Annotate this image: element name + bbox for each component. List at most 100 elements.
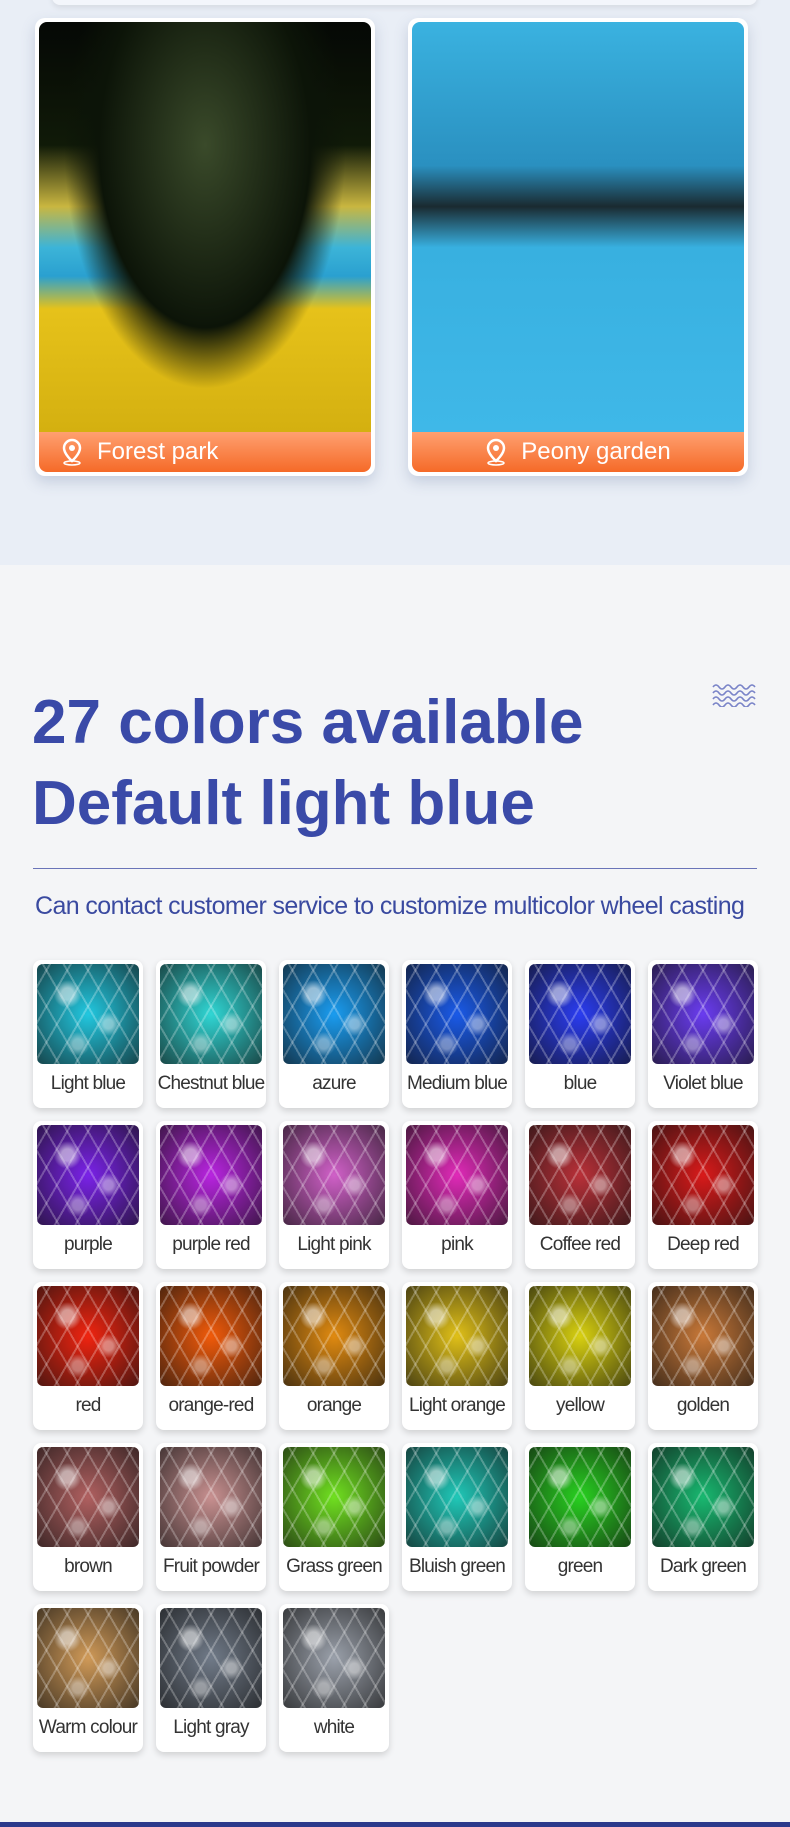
color-label: purple red [172, 1234, 250, 1255]
color-swatch [652, 1447, 754, 1547]
color-label: pink [441, 1234, 473, 1255]
color-option[interactable]: Chestnut blue [156, 960, 266, 1108]
color-option[interactable]: purple red [156, 1121, 266, 1269]
color-option[interactable]: Fruit powder [156, 1443, 266, 1591]
color-option[interactable]: Deep red [648, 1121, 758, 1269]
color-option[interactable]: golden [648, 1282, 758, 1430]
color-option[interactable]: Violet blue [648, 960, 758, 1108]
color-swatch [37, 1608, 139, 1708]
color-label: Fruit powder [163, 1556, 260, 1577]
color-option[interactable]: brown [33, 1443, 143, 1591]
color-label: azure [312, 1073, 356, 1094]
color-option[interactable]: Light pink [279, 1121, 389, 1269]
color-option[interactable]: green [525, 1443, 635, 1591]
location-pin-icon [487, 438, 506, 466]
color-option[interactable]: Light blue [33, 960, 143, 1108]
color-label: green [557, 1556, 603, 1577]
location-name: Peony garden [521, 438, 671, 465]
wave-icon [712, 684, 756, 707]
section-title-line2: Default light blue [32, 769, 535, 838]
color-option[interactable]: purple [33, 1121, 143, 1269]
color-option[interactable]: orange-red [156, 1282, 266, 1430]
color-swatch [652, 964, 754, 1064]
color-option[interactable]: Bluish green [402, 1443, 512, 1591]
color-option[interactable]: red [33, 1282, 143, 1430]
divider [33, 868, 757, 869]
color-swatch [406, 1286, 508, 1386]
color-swatch [160, 1125, 262, 1225]
color-label: brown [64, 1556, 113, 1577]
color-swatch [160, 1286, 262, 1386]
color-label: Coffee red [539, 1234, 621, 1255]
color-swatch [529, 964, 631, 1064]
color-label: Bluish green [408, 1556, 506, 1577]
color-swatch [283, 964, 385, 1064]
peony-garden-photo [412, 22, 744, 432]
color-swatch [37, 1125, 139, 1225]
color-label: yellow [556, 1395, 605, 1416]
color-label: Light gray [173, 1717, 249, 1738]
color-label: orange-red [168, 1395, 255, 1416]
color-option[interactable]: Warm colour [33, 1604, 143, 1752]
color-swatch [652, 1125, 754, 1225]
color-label: Violet blue [663, 1073, 743, 1094]
color-option[interactable]: pink [402, 1121, 512, 1269]
color-option[interactable]: yellow [525, 1282, 635, 1430]
color-option[interactable]: azure [279, 960, 389, 1108]
color-swatch [37, 1286, 139, 1386]
color-swatch [529, 1286, 631, 1386]
color-label: Medium blue [407, 1073, 508, 1094]
color-option[interactable]: white [279, 1604, 389, 1752]
color-swatch [529, 1447, 631, 1547]
location-label: Peony garden [412, 432, 744, 472]
color-swatch [283, 1125, 385, 1225]
color-label: Light blue [50, 1073, 126, 1094]
color-swatch [406, 1125, 508, 1225]
color-swatch [160, 964, 262, 1064]
color-swatch [283, 1608, 385, 1708]
color-option[interactable]: Coffee red [525, 1121, 635, 1269]
color-swatch [160, 1447, 262, 1547]
color-option[interactable]: orange [279, 1282, 389, 1430]
color-swatch [406, 1447, 508, 1547]
color-label: red [75, 1395, 101, 1416]
color-swatch [529, 1125, 631, 1225]
color-option[interactable]: Light orange [402, 1282, 512, 1430]
color-swatch [406, 964, 508, 1064]
color-label: Light pink [297, 1234, 371, 1255]
gallery-section: Forest park Peony garden [0, 0, 790, 565]
bottom-bar [0, 1822, 790, 1827]
color-label: Light orange [408, 1395, 506, 1416]
color-swatch [160, 1608, 262, 1708]
location-name: Forest park [97, 438, 219, 465]
color-label: Grass green [286, 1556, 383, 1577]
color-label: Deep red [667, 1234, 740, 1255]
location-card-forest-park[interactable]: Forest park [35, 18, 375, 476]
color-swatch [283, 1286, 385, 1386]
color-label: golden [676, 1395, 730, 1416]
color-option[interactable]: blue [525, 960, 635, 1108]
color-label: orange [306, 1395, 362, 1416]
section-title-line1: 27 colors available [32, 688, 584, 757]
color-swatch [37, 1447, 139, 1547]
location-card-peony-garden[interactable]: Peony garden [408, 18, 748, 476]
color-swatch [652, 1286, 754, 1386]
color-option[interactable]: Light gray [156, 1604, 266, 1752]
color-label: blue [563, 1073, 598, 1094]
color-label: purple [63, 1234, 113, 1255]
color-label: white [313, 1717, 355, 1738]
color-swatch [283, 1447, 385, 1547]
location-pin-icon [62, 438, 82, 466]
previous-card-edge [52, 0, 757, 5]
forest-park-photo [39, 22, 371, 432]
color-option[interactable]: Dark green [648, 1443, 758, 1591]
color-label: Chestnut blue [157, 1073, 266, 1094]
color-grid: Light blue Chestnut blue azure Medium blue b… [33, 960, 758, 1752]
color-label: Warm colour [38, 1717, 138, 1738]
location-label: Forest park [39, 432, 371, 472]
color-option[interactable]: Medium blue [402, 960, 512, 1108]
color-label: Dark green [660, 1556, 747, 1577]
color-swatch [37, 964, 139, 1064]
section-subtitle: Can contact customer service to customiz… [35, 892, 745, 920]
color-option[interactable]: Grass green [279, 1443, 389, 1591]
